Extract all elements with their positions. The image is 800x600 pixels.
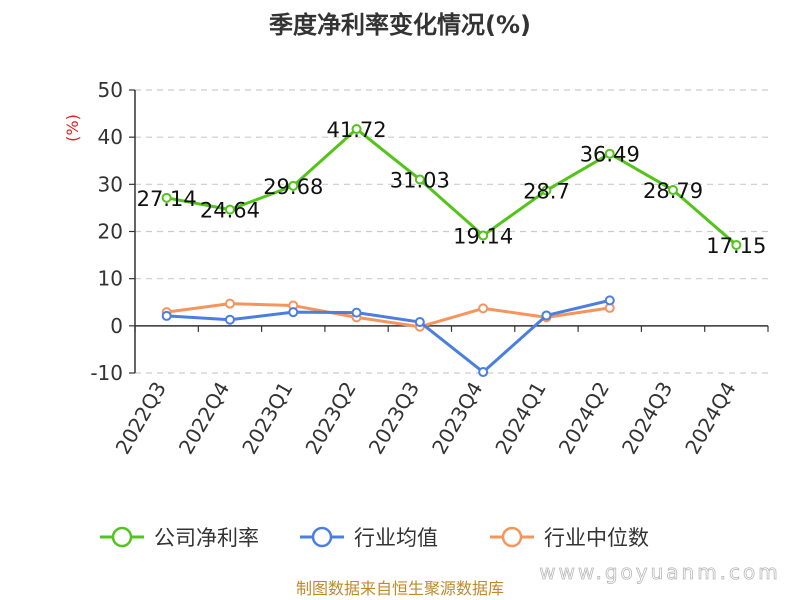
- data-label: 31.03: [390, 168, 450, 192]
- legend-item[interactable]: 行业中位数: [490, 526, 649, 550]
- data-point: [288, 180, 299, 191]
- data-point: [224, 204, 235, 215]
- legend: 公司净利率 行业均值 行业中位数: [100, 526, 649, 550]
- data-point: [414, 317, 425, 328]
- data-point: [604, 148, 615, 159]
- x-tick-label: 2024Q3: [617, 378, 677, 459]
- y-tick-label: 40: [98, 125, 123, 149]
- data-point: [288, 307, 299, 318]
- y-tick-label: 0: [110, 314, 123, 338]
- data-point: [541, 310, 552, 321]
- x-tick-label: 2022Q4: [174, 378, 234, 459]
- data-label: 19.14: [453, 225, 513, 249]
- data-label: 24.64: [200, 199, 260, 223]
- data-point: [731, 239, 742, 250]
- data-label: 28.7: [523, 179, 570, 203]
- watermark: www.goyuanm.com: [539, 560, 781, 584]
- data-label: 36.49: [580, 143, 640, 167]
- x-tick-label: 2024Q1: [490, 378, 550, 459]
- legend-marker: [311, 526, 333, 548]
- y-tick-label: 20: [98, 220, 123, 244]
- data-point: [478, 303, 489, 314]
- data-point: [478, 230, 489, 241]
- legend-item[interactable]: 公司净利率: [100, 526, 259, 550]
- legend-item[interactable]: 行业均值: [300, 526, 438, 550]
- data-label: 17.15: [706, 234, 766, 258]
- legend-marker: [111, 526, 133, 548]
- data-point: [224, 298, 235, 309]
- x-tick-label: 2024Q4: [680, 378, 740, 459]
- series-lines: [161, 124, 742, 378]
- y-tick-label: -10: [90, 361, 123, 385]
- x-tick-label: 2023Q4: [427, 378, 487, 459]
- series-line: [166, 127, 738, 247]
- data-point: [351, 124, 362, 135]
- y-axis-unit: (%): [63, 114, 82, 142]
- data-point: [414, 174, 425, 185]
- legend-label: 行业均值: [354, 526, 438, 550]
- data-point: [478, 367, 489, 378]
- x-tick-label: 2024Q2: [554, 378, 614, 459]
- data-point: [541, 185, 552, 196]
- data-label: 41.72: [326, 118, 386, 142]
- y-tick-label: 10: [98, 267, 123, 291]
- chart-title: 季度净利率变化情况(%): [269, 11, 531, 39]
- legend-label: 公司净利率: [154, 526, 259, 550]
- x-tick-label: 2022Q3: [111, 378, 171, 459]
- data-label: 28.79: [643, 179, 703, 203]
- legend-label: 行业中位数: [544, 526, 649, 550]
- x-tick-label: 2023Q2: [300, 378, 360, 459]
- data-point: [161, 310, 172, 321]
- data-point: [668, 185, 679, 196]
- data-label: 27.14: [137, 187, 197, 211]
- series-line: [166, 298, 611, 374]
- data-label: 29.68: [263, 175, 323, 199]
- x-tick-label: 2023Q1: [237, 378, 297, 459]
- legend-marker: [501, 526, 523, 548]
- x-tick-label: 2023Q3: [364, 378, 424, 459]
- data-point: [224, 314, 235, 325]
- y-tick-label: 50: [98, 78, 123, 102]
- data-point: [161, 192, 172, 203]
- data-point: [604, 295, 615, 306]
- data-point: [351, 307, 362, 318]
- y-tick-label: 30: [98, 172, 123, 196]
- series-line: [166, 302, 610, 329]
- source-note: 制图数据来自恒生聚源数据库: [296, 579, 504, 598]
